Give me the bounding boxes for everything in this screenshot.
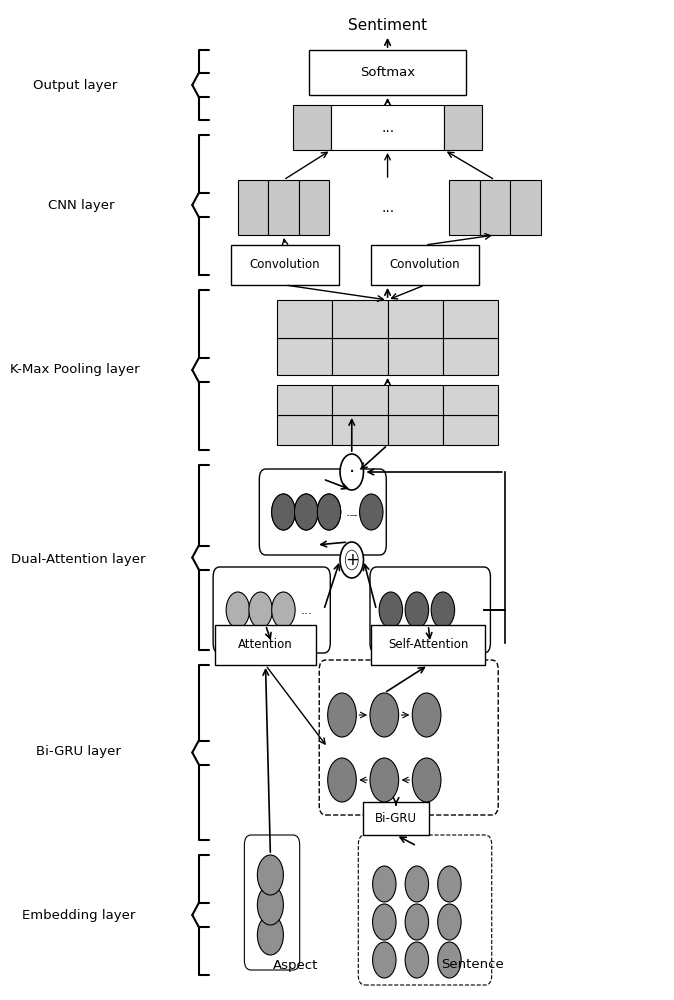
FancyBboxPatch shape (277, 385, 332, 415)
Text: ...: ... (346, 506, 358, 518)
FancyBboxPatch shape (293, 105, 331, 150)
Circle shape (405, 942, 429, 978)
FancyBboxPatch shape (259, 469, 386, 555)
FancyBboxPatch shape (443, 300, 498, 338)
FancyBboxPatch shape (332, 338, 388, 375)
Circle shape (359, 494, 383, 530)
Text: ...: ... (300, 603, 312, 616)
Text: Attention: Attention (238, 638, 293, 652)
Text: Aspect: Aspect (272, 958, 318, 972)
Circle shape (405, 866, 429, 902)
FancyBboxPatch shape (238, 180, 268, 235)
Text: Self-Attention: Self-Attention (388, 638, 468, 652)
FancyBboxPatch shape (245, 835, 300, 970)
Circle shape (328, 693, 357, 737)
FancyBboxPatch shape (443, 338, 498, 375)
Text: ...: ... (351, 506, 363, 518)
Circle shape (340, 454, 363, 490)
FancyBboxPatch shape (231, 245, 339, 285)
Circle shape (370, 693, 398, 737)
Circle shape (226, 592, 249, 628)
FancyBboxPatch shape (213, 567, 330, 653)
Circle shape (373, 904, 396, 940)
Text: ...: ... (381, 201, 394, 215)
FancyBboxPatch shape (359, 835, 492, 985)
Circle shape (405, 904, 429, 940)
FancyBboxPatch shape (443, 415, 498, 445)
Circle shape (257, 885, 283, 925)
FancyBboxPatch shape (332, 385, 388, 415)
Text: Sentence: Sentence (441, 958, 503, 972)
FancyBboxPatch shape (299, 180, 329, 235)
Circle shape (370, 758, 398, 802)
FancyBboxPatch shape (319, 660, 498, 815)
Circle shape (437, 866, 461, 902)
Text: CNN layer: CNN layer (49, 198, 115, 212)
FancyBboxPatch shape (443, 385, 498, 415)
FancyBboxPatch shape (450, 180, 480, 235)
Text: ·: · (348, 462, 355, 482)
Circle shape (272, 592, 295, 628)
FancyBboxPatch shape (277, 300, 332, 338)
Circle shape (317, 494, 340, 530)
Text: Bi-GRU: Bi-GRU (375, 812, 417, 825)
Circle shape (345, 550, 358, 570)
FancyBboxPatch shape (363, 802, 429, 835)
Text: Bi-GRU layer: Bi-GRU layer (36, 746, 121, 758)
Text: Softmax: Softmax (360, 66, 415, 79)
FancyBboxPatch shape (371, 245, 479, 285)
FancyBboxPatch shape (444, 105, 482, 150)
Text: Dual-Attention layer: Dual-Attention layer (11, 554, 146, 566)
FancyBboxPatch shape (331, 105, 444, 150)
Circle shape (328, 758, 357, 802)
Text: +: + (345, 551, 359, 569)
FancyBboxPatch shape (388, 385, 443, 415)
Circle shape (373, 866, 396, 902)
Text: Convolution: Convolution (390, 258, 460, 271)
FancyBboxPatch shape (510, 180, 541, 235)
Circle shape (257, 915, 283, 955)
FancyBboxPatch shape (370, 567, 491, 653)
Circle shape (272, 494, 295, 530)
Circle shape (249, 592, 272, 628)
FancyBboxPatch shape (388, 415, 443, 445)
Circle shape (373, 942, 396, 978)
Circle shape (412, 693, 441, 737)
Circle shape (437, 942, 461, 978)
Circle shape (295, 494, 318, 530)
FancyBboxPatch shape (277, 338, 332, 375)
Circle shape (379, 592, 402, 628)
Text: ...: ... (381, 121, 394, 135)
FancyBboxPatch shape (309, 50, 466, 95)
Circle shape (412, 758, 441, 802)
FancyBboxPatch shape (332, 300, 388, 338)
Circle shape (295, 494, 318, 530)
Text: Convolution: Convolution (250, 258, 320, 271)
Circle shape (257, 855, 283, 895)
Text: Output layer: Output layer (33, 79, 117, 92)
FancyBboxPatch shape (215, 625, 316, 665)
FancyBboxPatch shape (480, 180, 510, 235)
Circle shape (272, 494, 295, 530)
Circle shape (405, 592, 429, 628)
Circle shape (431, 592, 455, 628)
FancyBboxPatch shape (268, 180, 299, 235)
FancyBboxPatch shape (388, 338, 443, 375)
Text: Embedding layer: Embedding layer (22, 908, 135, 922)
Text: Sentiment: Sentiment (348, 17, 427, 32)
Circle shape (340, 542, 363, 578)
FancyBboxPatch shape (371, 625, 485, 665)
FancyBboxPatch shape (332, 415, 388, 445)
FancyBboxPatch shape (277, 415, 332, 445)
Text: K-Max Pooling layer: K-Max Pooling layer (10, 363, 140, 376)
Circle shape (317, 494, 340, 530)
FancyBboxPatch shape (388, 300, 443, 338)
Circle shape (437, 904, 461, 940)
